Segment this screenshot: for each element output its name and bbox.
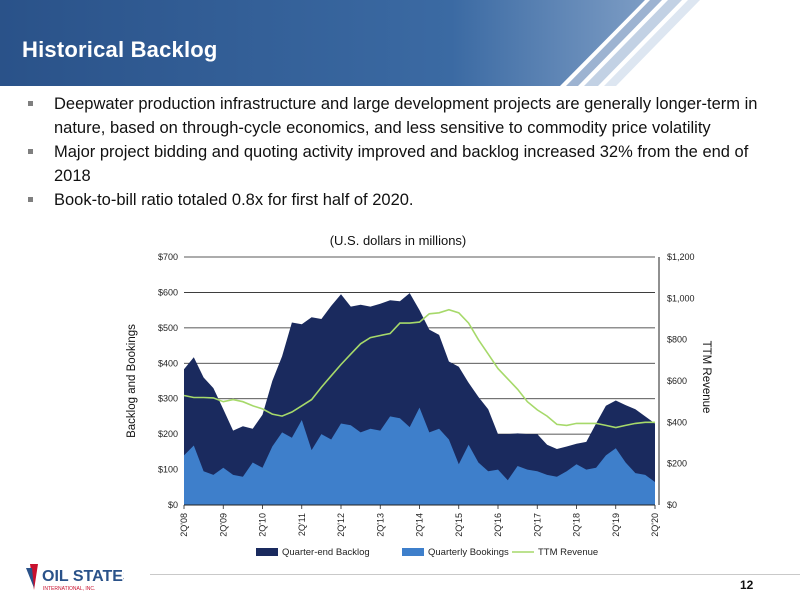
footer-divider	[150, 574, 800, 575]
legend-label: Quarterly Bookings	[428, 547, 509, 558]
y-left-tick-label: $0	[168, 500, 178, 510]
header-banner: Historical Backlog	[0, 0, 800, 86]
x-tick-label: 2Q'20	[650, 513, 660, 537]
x-tick-label: 2Q'13	[375, 513, 385, 537]
y-right-tick-label: $400	[667, 417, 687, 427]
y-left-tick-label: $300	[158, 394, 178, 404]
bullet-list: Deepwater production infrastructure and …	[26, 92, 766, 212]
x-tick-label: 2Q'10	[258, 513, 268, 537]
bullet-square-icon	[28, 101, 33, 106]
bullet-text: Book-to-bill ratio totaled 0.8x for firs…	[54, 191, 414, 209]
y-right-tick-label: $600	[667, 376, 687, 386]
logo-subtext: INTERNATIONAL, INC.	[43, 586, 95, 592]
y-left-tick-label: $400	[158, 358, 178, 368]
y-left-axis-title: Backlog and Bookings	[126, 324, 138, 438]
logo-text: OIL STATES	[42, 568, 124, 585]
oil-states-logo: OIL STATES INTERNATIONAL, INC.	[26, 564, 124, 592]
legend-swatch	[256, 548, 278, 556]
y-left-tick-label: $200	[158, 429, 178, 439]
bullet-text: Deepwater production infrastructure and …	[54, 95, 758, 137]
y-left-tick-label: $600	[158, 287, 178, 297]
bullet-square-icon	[28, 197, 33, 202]
bullet-item: Major project bidding and quoting activi…	[26, 140, 766, 188]
x-tick-label: 2Q'14	[415, 513, 425, 537]
y-left-tick-label: $100	[158, 465, 178, 475]
x-tick-label: 2Q'19	[611, 513, 621, 537]
y-left-tick-label: $500	[158, 323, 178, 333]
y-right-axis-title: TTM Revenue	[700, 341, 712, 414]
legend-label: TTM Revenue	[538, 547, 598, 558]
y-right-tick-label: $0	[667, 500, 677, 510]
bullet-text: Major project bidding and quoting activi…	[54, 143, 749, 185]
y-right-tick-label: $800	[667, 335, 687, 345]
chart-subtitle: (U.S. dollars in millions)	[329, 233, 467, 248]
bullet-item: Book-to-bill ratio totaled 0.8x for firs…	[26, 188, 766, 212]
x-tick-label: 2Q'17	[532, 513, 542, 537]
x-tick-label: 2Q'08	[179, 513, 189, 537]
page-title: Historical Backlog	[22, 37, 218, 62]
legend-swatch	[402, 548, 424, 556]
y-right-tick-label: $1,200	[667, 252, 695, 262]
page-number: 12	[740, 578, 754, 592]
bullet-square-icon	[28, 149, 33, 154]
bookings-area-series	[184, 407, 655, 505]
header-background	[0, 0, 700, 86]
y-right-tick-label: $200	[667, 459, 687, 469]
y-left-tick-label: $700	[158, 252, 178, 262]
y-right-tick-label: $1,000	[667, 293, 695, 303]
bullet-item: Deepwater production infrastructure and …	[26, 92, 766, 140]
chart-subtitle-wrap: (U.S. dollars in millions)	[0, 233, 800, 248]
x-tick-label: 2Q'09	[218, 513, 228, 537]
x-tick-label: 2Q'15	[454, 513, 464, 537]
x-tick-label: 2Q'16	[493, 513, 503, 537]
x-tick-label: 2Q'18	[572, 513, 582, 537]
legend-label: Quarter-end Backlog	[282, 547, 370, 558]
x-tick-label: 2Q'11	[297, 513, 307, 536]
x-tick-label: 2Q'12	[336, 513, 346, 537]
ttm-revenue-line	[183, 308, 655, 429]
